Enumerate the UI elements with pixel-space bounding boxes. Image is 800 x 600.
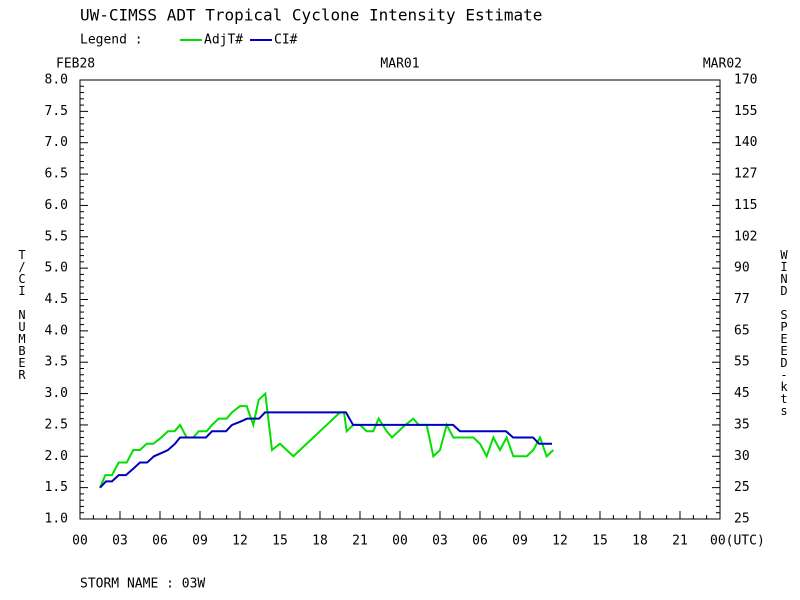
series-line xyxy=(99,391,555,489)
y2-tick-label: 77 xyxy=(734,292,750,307)
y2-tick-label: 35 xyxy=(734,417,750,432)
x-tick-label: 12 xyxy=(552,534,568,549)
x-tick-label: 06 xyxy=(152,534,168,549)
x-tick-label: 21 xyxy=(672,534,688,549)
x-tick-label: 03 xyxy=(432,534,448,549)
x-tick-label: 00 xyxy=(72,534,88,549)
y2-tick-label: 140 xyxy=(734,135,757,150)
y2-tick-label: 155 xyxy=(734,104,757,119)
x-tick-label: 00 xyxy=(392,534,408,549)
y-tick-label: 7.5 xyxy=(45,104,68,119)
footer: STORM NAME : 03W xyxy=(80,577,205,592)
y2-tick-label: 45 xyxy=(734,386,750,401)
y-tick-label: 6.0 xyxy=(45,198,68,213)
y2-tick-label: 30 xyxy=(734,449,750,464)
plot-frame xyxy=(79,79,721,520)
y-tick-label: 4.5 xyxy=(45,292,68,307)
y2-tick-label: 115 xyxy=(734,198,757,213)
y-tick-label: 6.5 xyxy=(45,167,68,182)
x-tick-label: 09 xyxy=(512,534,528,549)
y2-tick-label: 55 xyxy=(734,355,750,370)
x-tick-label: 03 xyxy=(112,534,128,549)
date-label: MAR02 xyxy=(703,57,742,72)
x-tick-label: 18 xyxy=(312,534,328,549)
x-tick-label: 00(UTC) xyxy=(710,534,765,549)
y-axis-label: T/CI NUMBER xyxy=(15,248,29,380)
y-tick-label: 4.0 xyxy=(45,323,68,338)
x-tick-label: 15 xyxy=(592,534,608,549)
x-tick-label: 18 xyxy=(632,534,648,549)
date-label: FEB28 xyxy=(56,57,95,72)
y2-tick-label: 65 xyxy=(734,323,750,338)
series-line xyxy=(99,411,552,489)
legend-label: Legend : xyxy=(80,33,143,48)
y-tick-label: 1.5 xyxy=(45,480,68,495)
legend-label: CI# xyxy=(274,33,298,48)
y-tick-label: 1.0 xyxy=(45,512,68,527)
x-tick-label: 09 xyxy=(192,534,208,549)
y-tick-label: 3.0 xyxy=(45,386,68,401)
y2-tick-label: 102 xyxy=(734,229,757,244)
y-tick-label: 2.5 xyxy=(45,417,68,432)
chart-title: UW-CIMSS ADT Tropical Cyclone Intensity … xyxy=(80,6,542,25)
y2-tick-label: 127 xyxy=(734,167,757,182)
legend-label: AdjT# xyxy=(204,33,243,48)
x-tick-label: 21 xyxy=(352,534,368,549)
x-tick-label: 06 xyxy=(472,534,488,549)
y2-axis-label: WIND SPEED-kts xyxy=(777,248,791,416)
x-tick-label: 15 xyxy=(272,534,288,549)
y2-tick-label: 25 xyxy=(734,512,750,527)
y-tick-label: 3.5 xyxy=(45,355,68,370)
y-tick-label: 2.0 xyxy=(45,449,68,464)
y-tick-label: 5.0 xyxy=(45,261,68,276)
y-tick-label: 8.0 xyxy=(45,73,68,88)
date-label: MAR01 xyxy=(380,57,419,72)
y2-tick-label: 90 xyxy=(734,261,750,276)
x-tick-label: 12 xyxy=(232,534,248,549)
y-tick-label: 7.0 xyxy=(45,135,68,150)
y2-tick-label: 170 xyxy=(734,73,757,88)
y2-tick-label: 25 xyxy=(734,480,750,495)
y-tick-label: 5.5 xyxy=(45,229,68,244)
